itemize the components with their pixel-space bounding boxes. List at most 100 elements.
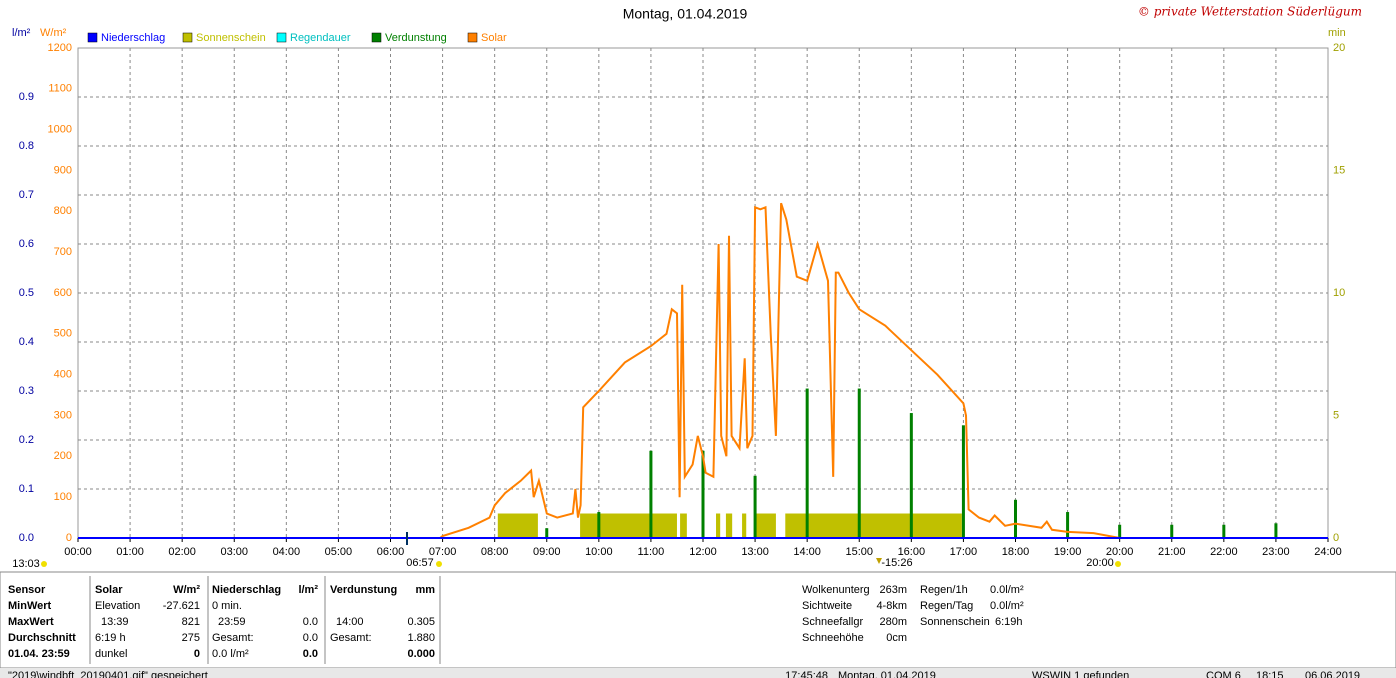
x-tick-label: 21:00 — [1158, 546, 1186, 558]
stats-cell: Sensor — [8, 584, 46, 596]
x-tick-label: 18:00 — [1002, 546, 1030, 558]
marker — [876, 558, 882, 564]
y2-tick-label: 1100 — [48, 83, 72, 95]
y2-tick-label: 1000 — [48, 124, 72, 136]
legend-label: Solar — [481, 32, 507, 44]
stats-cell: 0.0 — [303, 632, 318, 644]
stats-cell: 1.880 — [407, 632, 435, 644]
legend-label: Verdunstung — [385, 32, 447, 44]
x-tick-label: 24:00 — [1314, 546, 1342, 558]
y-tick-label: 0.3 — [19, 385, 34, 397]
y2-tick-label: 700 — [54, 246, 72, 258]
evaporation-bar — [1066, 512, 1070, 538]
stats-cell: W/m² — [173, 584, 200, 596]
x-tick-label: 13:00 — [741, 546, 769, 558]
weather-label: Sichtweite — [802, 600, 852, 612]
rain-label: Regen/1h — [920, 584, 968, 596]
y3-tick-label: 10 — [1333, 287, 1345, 299]
y2-axis-unit: W/m² — [40, 27, 67, 39]
status-text: 17:45:48 — [785, 670, 828, 678]
y2-tick-label: 200 — [54, 450, 72, 462]
sunshine-bar — [680, 513, 687, 538]
sunshine-bar — [497, 513, 538, 538]
x-tick-label: 07:00 — [429, 546, 457, 558]
annotation: -15:26 — [881, 557, 912, 569]
evaporation-bar — [961, 425, 965, 538]
x-tick-label: 05:00 — [325, 546, 353, 558]
evaporation-bar — [857, 388, 861, 538]
y3-tick-label: 0 — [1333, 532, 1339, 544]
sun-dot — [436, 561, 442, 567]
rain-value: 6:19h — [995, 616, 1023, 628]
evaporation-bar — [649, 450, 653, 538]
stats-cell: 6:19 h — [95, 632, 126, 644]
x-tick-label: 23:00 — [1262, 546, 1290, 558]
weather-label: Schneehöhe — [802, 632, 864, 644]
y2-tick-label: 400 — [54, 369, 72, 381]
stats-cell: 0.0 — [303, 648, 318, 660]
evaporation-bar — [805, 388, 809, 538]
stats-cell: Gesamt: — [330, 632, 372, 644]
stats-cell: 0.305 — [407, 616, 435, 628]
y-tick-label: 0.9 — [19, 91, 34, 103]
x-tick-label: 11:00 — [638, 546, 665, 558]
evaporation-bar — [1014, 499, 1017, 538]
status-text: Montag, 01.04.2019 — [838, 670, 936, 678]
legend-label: Regendauer — [290, 32, 351, 44]
stats-cell: 0 — [194, 648, 200, 660]
sun-dot — [41, 561, 47, 567]
x-tick-label: 15:00 — [845, 546, 873, 558]
y2-tick-label: 300 — [54, 409, 72, 421]
x-tick-label: 10:00 — [585, 546, 613, 558]
legend-swatch — [467, 32, 478, 43]
status-text: COM 6 — [1206, 670, 1241, 678]
chart-title: Montag, 01.04.2019 — [623, 6, 748, 22]
legend-swatch — [276, 32, 287, 43]
y3-tick-label: 5 — [1333, 409, 1339, 421]
stats-cell: 821 — [182, 616, 200, 628]
stats-cell: Durchschnitt — [8, 632, 76, 644]
stats-cell: Niederschlag — [212, 584, 281, 596]
stats-cell: 23:59 — [218, 616, 246, 628]
annotation: 20:00 — [1086, 557, 1114, 569]
series-line — [78, 202, 1328, 539]
stats-cell: Solar — [95, 584, 123, 596]
stats-cell: Verdunstung — [330, 584, 397, 596]
annotation: 06:57 — [406, 557, 434, 569]
weather-label: Schneefallgr — [802, 616, 863, 628]
x-tick-label: 02:00 — [168, 546, 196, 558]
x-tick-label: 01:00 — [116, 546, 144, 558]
y-tick-label: 0.5 — [19, 287, 34, 299]
y3-tick-label: 15 — [1333, 164, 1345, 176]
rain-label: Sonnenschein — [920, 616, 990, 628]
x-tick-label: 14:00 — [793, 546, 821, 558]
x-tick-label: 20:00 — [1106, 546, 1134, 558]
legend-label: Niederschlag — [101, 32, 165, 44]
weather-value: 0cm — [886, 632, 907, 644]
y-tick-label: 0.8 — [19, 140, 34, 152]
stats-cell: 0.0 — [303, 616, 318, 628]
stats-cell: dunkel — [95, 648, 127, 660]
rain-label: Regen/Tag — [920, 600, 973, 612]
sun-dot — [1115, 561, 1121, 567]
y2-tick-label: 100 — [54, 491, 72, 503]
status-text: "2019\windbft_20190401.gif" gespeichert — [8, 670, 208, 678]
y2-tick-label: 800 — [54, 205, 72, 217]
evaporation-bar — [597, 512, 601, 538]
stats-cell: 14:00 — [336, 616, 364, 628]
stats-cell: 01.04. 23:59 — [8, 648, 70, 660]
sunshine-bar — [580, 513, 677, 538]
y3-axis-unit: min — [1328, 27, 1346, 39]
evaporation-bar — [1274, 523, 1278, 538]
weather-value: 280m — [879, 616, 907, 628]
annotation: 13:03 — [12, 558, 40, 570]
x-tick-label: 17:00 — [950, 546, 978, 558]
stats-cell: 0.000 — [407, 648, 435, 660]
y-tick-label: 0.2 — [19, 434, 34, 446]
stats-cell: Gesamt: — [212, 632, 254, 644]
stats-cell: MaxWert — [8, 616, 54, 628]
x-tick-label: 12:00 — [689, 546, 717, 558]
y-tick-label: 0.4 — [19, 336, 34, 348]
legend-swatch — [371, 32, 382, 43]
x-tick-label: 03:00 — [220, 546, 248, 558]
